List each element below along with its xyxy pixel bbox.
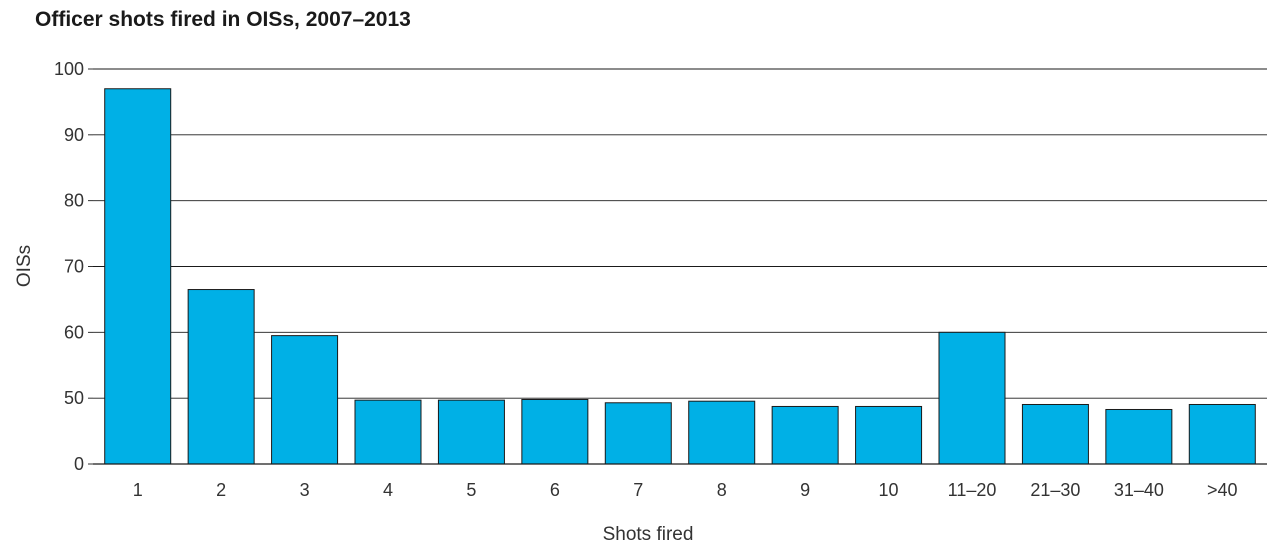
x-axis-label: Shots fired [603, 524, 694, 545]
y-tick-label: 90 [64, 125, 84, 145]
x-tick-label: 6 [550, 480, 560, 500]
y-tick-label: 50 [64, 388, 84, 408]
gridlines [93, 68, 1267, 399]
x-tick-label: 10 [879, 480, 899, 500]
bar-12 [1021, 403, 1089, 465]
bar-9 [771, 405, 839, 465]
bar-2 [187, 289, 255, 465]
bar-8 [688, 400, 756, 465]
x-tick-label: 3 [300, 480, 310, 500]
x-tick-label: 11–20 [948, 480, 997, 500]
x-axis-ticks: 1 2 3 4 5 6 7 8 9 10 11–20 21–30 31–40 >40 [133, 480, 1238, 500]
y-axis-ticks: 0 50 60 70 80 90 100 [54, 59, 93, 474]
bar-7 [604, 402, 672, 465]
bar-5 [437, 399, 505, 465]
x-tick-label: >40 [1207, 480, 1238, 500]
x-tick-label: 4 [383, 480, 393, 500]
bar-10 [855, 405, 923, 465]
bars [104, 88, 1256, 465]
y-tick-label: 0 [74, 454, 84, 474]
x-tick-label: 2 [216, 480, 226, 500]
y-tick-label: 60 [64, 322, 84, 342]
bar-1 [104, 88, 172, 465]
x-tick-label: 8 [717, 480, 727, 500]
y-tick-label: 100 [54, 59, 84, 79]
y-tick-label: 70 [64, 257, 84, 277]
y-tick-label: 80 [64, 191, 84, 211]
x-tick-label: 9 [800, 480, 810, 500]
bar-4 [354, 399, 422, 465]
bar-3 [271, 335, 339, 465]
x-tick-label: 7 [633, 480, 643, 500]
x-tick-label: 31–40 [1114, 480, 1164, 500]
bar-6 [521, 398, 589, 465]
y-axis-label: OISs [14, 245, 35, 287]
bar-13 [1105, 408, 1173, 465]
x-tick-label: 21–30 [1030, 480, 1080, 500]
bar-11 [938, 331, 1006, 465]
x-tick-label: 5 [466, 480, 476, 500]
bar-14 [1188, 403, 1256, 465]
x-tick-label: 1 [133, 480, 143, 500]
chart-title: Officer shots fired in OISs, 2007–2013 [35, 8, 411, 31]
